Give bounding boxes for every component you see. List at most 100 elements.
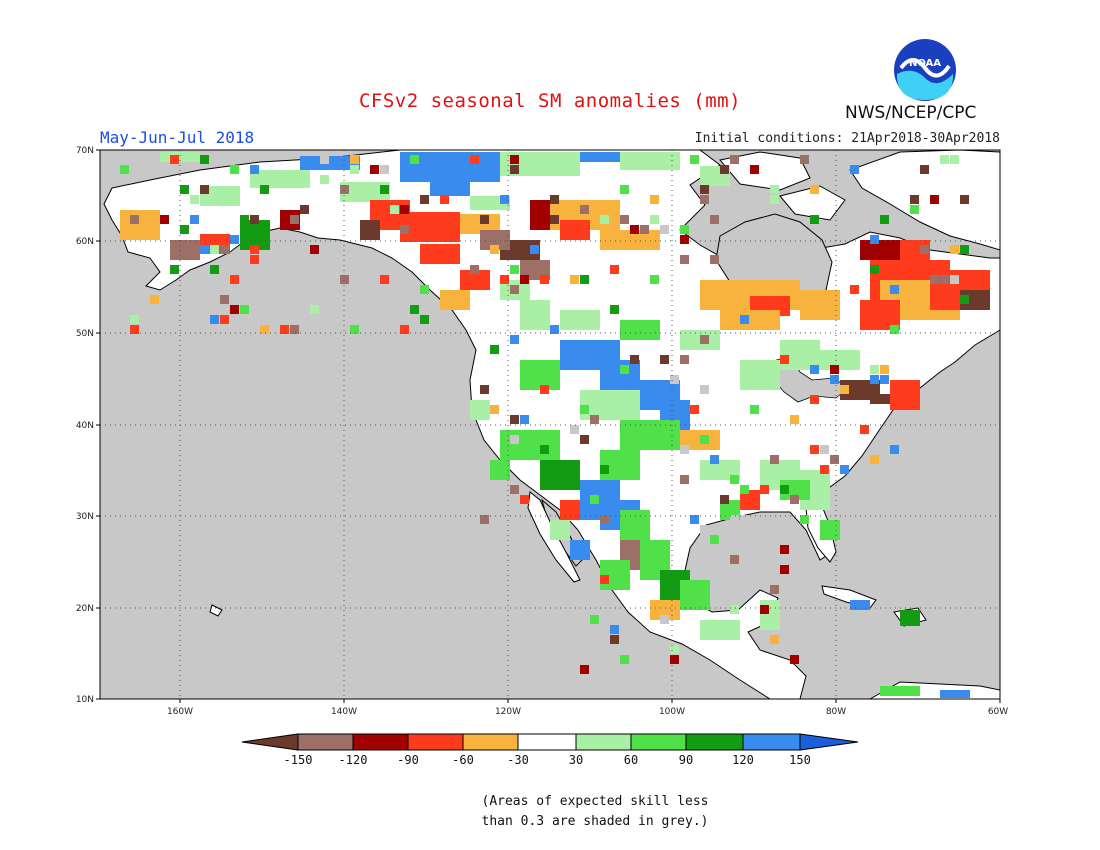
anomaly-cell <box>200 245 209 254</box>
anomaly-cell <box>550 155 559 164</box>
anomaly-cell <box>870 235 879 244</box>
anomaly-cell <box>170 155 179 164</box>
anomaly-cell <box>440 195 449 204</box>
lat-label: 30N <box>76 512 94 522</box>
anomaly-cell <box>480 385 489 394</box>
anomaly-cell <box>190 195 199 204</box>
anomaly-cell <box>800 290 840 320</box>
anomaly-cell <box>360 220 380 240</box>
anomaly-cell <box>780 485 789 494</box>
lat-label: 60N <box>76 237 94 247</box>
anomaly-cell <box>250 245 259 254</box>
season-label: May-Jun-Jul 2018 <box>100 128 255 147</box>
anomaly-cell <box>230 165 239 174</box>
anomaly-cell <box>940 275 949 284</box>
lon-label: 140W <box>331 707 357 717</box>
anomaly-cell <box>690 515 699 524</box>
longitude-labels: 160W 140W 120W 100W 80W 60W <box>167 707 1008 717</box>
anomaly-cell <box>630 225 639 234</box>
anomaly-cell <box>700 335 709 344</box>
anomaly-cell <box>350 155 359 164</box>
anomaly-cell <box>590 495 599 504</box>
legend-swatch <box>575 733 632 751</box>
anomaly-cell <box>580 152 620 162</box>
anomaly-cell <box>780 565 789 574</box>
anomaly-cell <box>570 540 590 560</box>
anomaly-cell <box>700 195 709 204</box>
anomaly-cell <box>840 385 849 394</box>
anomaly-cell <box>740 490 760 510</box>
anomaly-cell <box>200 186 240 206</box>
anomaly-cell <box>510 435 519 444</box>
anomaly-cell <box>490 495 499 504</box>
anomaly-cell <box>280 325 289 334</box>
legend-swatch <box>462 733 519 751</box>
anomaly-cell <box>220 315 229 324</box>
anomaly-cell <box>890 380 920 410</box>
anomaly-cell <box>600 515 609 524</box>
anomaly-cell <box>320 315 329 324</box>
anomaly-cell <box>520 300 550 330</box>
anomaly-cell <box>230 235 239 244</box>
anomaly-cell <box>830 455 839 464</box>
anomaly-cell <box>590 415 599 424</box>
color-legend: -150 -120 -90 -60 -30 30 60 90 120 150 <box>241 733 859 767</box>
anomaly-cell <box>190 215 199 224</box>
anomaly-cell <box>290 215 299 224</box>
anomaly-cell <box>840 465 849 474</box>
anomaly-cell <box>680 580 710 610</box>
svg-text:NOAA: NOAA <box>909 58 941 69</box>
anomaly-cell <box>590 615 599 624</box>
anomaly-cell <box>870 395 879 404</box>
legend-swatch <box>517 733 577 751</box>
anomaly-cells <box>120 152 990 698</box>
anomaly-cell <box>620 545 629 554</box>
lat-label: 50N <box>76 329 94 339</box>
lat-label: 40N <box>76 421 94 431</box>
anomaly-cell <box>580 435 589 444</box>
anomaly-cell <box>790 495 799 504</box>
anomaly-cell <box>700 525 709 534</box>
anomaly-cell <box>250 225 259 234</box>
anomaly-cell <box>410 155 419 164</box>
anomaly-cell <box>520 415 529 424</box>
anomaly-cell <box>680 445 689 454</box>
anomaly-cell <box>670 645 679 654</box>
anomaly-cell <box>930 275 939 284</box>
anomaly-cell <box>810 215 819 224</box>
anomaly-cell <box>420 195 429 204</box>
anomaly-cell <box>660 225 669 234</box>
anomaly-cell <box>250 215 259 224</box>
anomaly-cell <box>600 465 609 474</box>
legend-tick: -30 <box>507 753 529 767</box>
anomaly-cell <box>540 445 549 454</box>
footnote-line: than 0.3 are shaded in grey.) <box>481 814 709 829</box>
anomaly-cell <box>270 305 279 314</box>
legend-tick: 150 <box>789 753 811 767</box>
anomaly-cell <box>670 655 679 664</box>
anomaly-cell <box>600 575 609 584</box>
anomaly-cell <box>580 405 589 414</box>
legend-tick: 90 <box>679 753 693 767</box>
anomaly-cell <box>260 325 269 334</box>
anomaly-cell <box>610 635 619 644</box>
anomaly-cell <box>600 230 660 250</box>
anomaly-cell <box>710 535 719 544</box>
anomaly-cell <box>770 455 779 464</box>
anomaly-cell <box>660 615 669 624</box>
anomaly-cell <box>700 435 709 444</box>
anomaly-cell <box>890 325 899 334</box>
anomaly-cell <box>830 375 839 384</box>
anomaly-cell <box>240 305 249 314</box>
anomaly-cell <box>560 500 580 520</box>
anomaly-cell <box>870 455 879 464</box>
legend-swatch <box>630 733 687 751</box>
legend-tick: -90 <box>397 753 419 767</box>
anomaly-cell <box>770 195 779 204</box>
anomaly-cell <box>650 195 659 204</box>
anomaly-cell <box>660 355 669 364</box>
anomaly-cell <box>950 275 959 284</box>
anomaly-cell <box>620 365 629 374</box>
anomaly-cell <box>420 244 460 264</box>
